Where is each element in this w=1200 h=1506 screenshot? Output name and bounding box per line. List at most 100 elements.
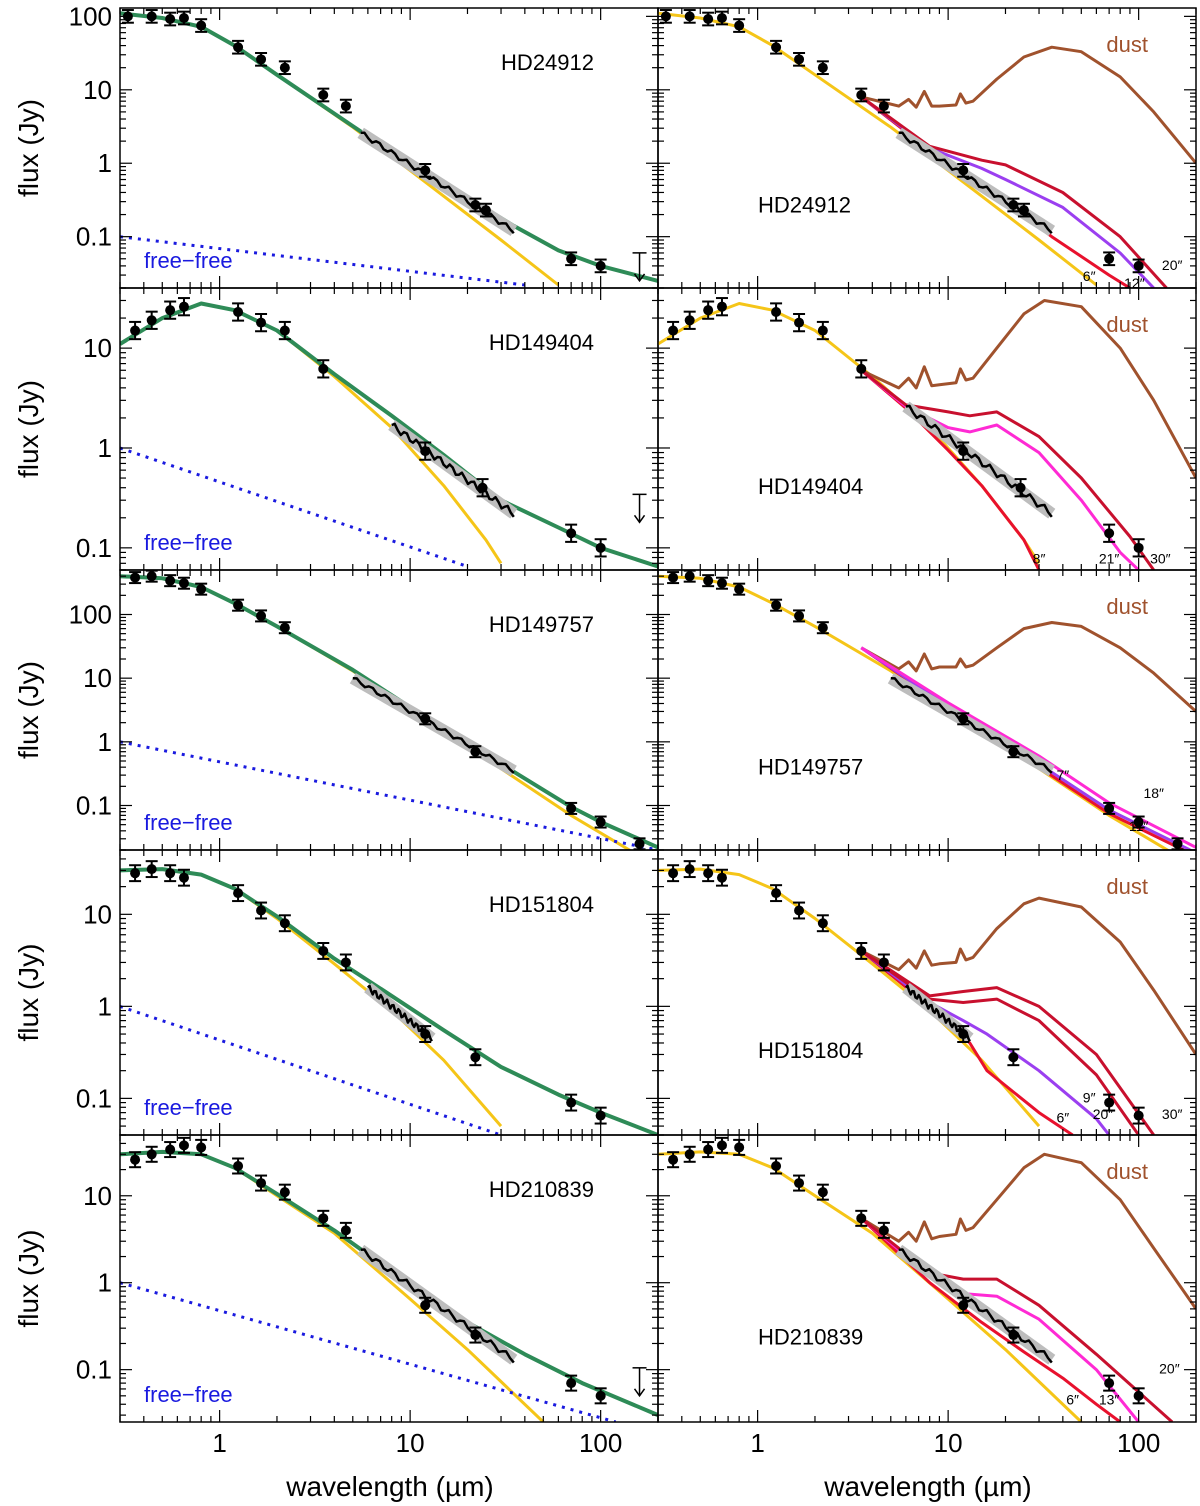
data-point <box>595 260 606 271</box>
data-point <box>958 1300 969 1311</box>
aperture-label: 6″ <box>1056 1109 1069 1125</box>
data-point <box>668 325 679 336</box>
aperture-label: 20″ <box>1159 1361 1180 1377</box>
dust-label: dust <box>1106 312 1148 337</box>
data-point <box>684 1149 695 1160</box>
data-point <box>130 1154 141 1165</box>
data-point <box>734 1142 745 1153</box>
panel-HD210839-right: 1 10 100 HD210839 dust 20″ 6″ 13″ <box>657 1134 1197 1458</box>
data-point <box>566 528 577 539</box>
y-tick-label: 1 <box>98 727 112 757</box>
data-point <box>734 20 745 31</box>
data-point <box>817 622 828 633</box>
data-point <box>1104 253 1115 264</box>
data-point <box>178 872 189 883</box>
data-point <box>716 578 727 589</box>
data-point <box>771 888 782 899</box>
aperture-model-line <box>860 949 1155 1135</box>
spectrum-line <box>898 1248 1053 1364</box>
y-axis-title: flux (Jy) <box>13 380 44 478</box>
plot-area <box>120 9 658 287</box>
data-point <box>420 1029 431 1040</box>
y-tick-label: 0.1 <box>76 533 112 563</box>
data-point <box>878 957 889 968</box>
data-point <box>340 1225 351 1236</box>
data-point <box>1018 205 1029 216</box>
free-free-line <box>120 1004 502 1135</box>
aperture-label: 6″ <box>1083 268 1096 284</box>
data-point <box>668 1154 679 1165</box>
photosphere-line <box>658 302 1041 565</box>
aperture-model-line <box>860 1217 1122 1422</box>
photosphere-line <box>658 1150 1083 1422</box>
photosphere-line <box>658 11 1098 287</box>
y-tick-label: 1 <box>98 991 112 1021</box>
data-point <box>196 20 207 31</box>
photosphere-line <box>658 574 1171 850</box>
spectrum-line <box>391 422 515 518</box>
data-point <box>130 325 141 336</box>
data-point <box>470 1330 481 1341</box>
data-point <box>595 1390 606 1401</box>
data-point <box>817 1187 828 1198</box>
data-point <box>340 957 351 968</box>
data-point <box>856 89 867 100</box>
data-point <box>279 622 290 633</box>
panel-HD151804-left: 10 1 0.1 flux (Jy) HD151804 free−free <box>13 849 659 1136</box>
free-free-line <box>120 740 658 850</box>
data-point <box>1008 746 1019 757</box>
data-point <box>233 42 244 53</box>
aperture-model-line <box>860 369 1155 570</box>
data-point <box>318 363 329 374</box>
star-name-label: HD24912 <box>501 50 594 75</box>
star-name-label: HD210839 <box>489 1177 594 1202</box>
photosphere-line <box>120 11 560 287</box>
panel-HD149404-left: 10 1 0.1 flux (Jy) HD149404 free−free <box>13 287 659 571</box>
upper-limit-arrow <box>633 273 646 283</box>
data-point <box>279 62 290 73</box>
panels-group: 100 10 1 0.1 flux (Jy) HD24912 free−free HD2491… <box>13 1 1197 1458</box>
data-point <box>856 945 867 956</box>
spectrum-line <box>905 404 1053 518</box>
data-point <box>165 14 176 25</box>
x-tick-label: 10 <box>396 1428 425 1458</box>
x-axis-title-left: wavelength (µm) <box>285 1471 494 1502</box>
dust-model-line <box>860 299 1196 479</box>
data-point <box>703 305 714 316</box>
total-model-line <box>120 301 658 569</box>
data-point <box>196 584 207 595</box>
data-point <box>566 1097 577 1108</box>
data-point <box>1015 482 1026 493</box>
aperture-model-line <box>860 369 1041 570</box>
spectrum-line <box>904 984 971 1042</box>
data-point <box>771 306 782 317</box>
data-point <box>165 575 176 586</box>
aperture-label: 12″ <box>1124 275 1145 291</box>
data-point <box>420 713 431 724</box>
data-point <box>233 888 244 899</box>
free-free-label: free−free <box>144 1095 233 1120</box>
data-point <box>794 317 805 328</box>
data-point <box>1104 1378 1115 1389</box>
spectrum-line <box>366 984 433 1042</box>
star-name-label: HD149404 <box>489 330 594 355</box>
star-name-label: HD149404 <box>758 474 863 499</box>
data-point <box>716 301 727 312</box>
data-point <box>1008 1052 1019 1063</box>
data-point <box>256 905 267 916</box>
aperture-label: 18″ <box>1143 785 1164 801</box>
data-point <box>420 1300 431 1311</box>
star-name-label: HD149757 <box>489 612 594 637</box>
data-point <box>1008 199 1019 210</box>
data-point <box>794 905 805 916</box>
x-tick-label: 10 <box>934 1428 963 1458</box>
data-point <box>420 165 431 176</box>
panel-HD151804-right: HD151804 dust 9″20″ 30″ 6″ <box>657 849 1197 1136</box>
y-axis-title: flux (Jy) <box>13 1230 44 1328</box>
data-point <box>794 1178 805 1189</box>
spectrum-line <box>360 1248 515 1364</box>
data-point <box>716 1140 727 1151</box>
data-point <box>856 1213 867 1224</box>
aperture-label: 30″ <box>1150 550 1171 566</box>
data-point <box>1133 1110 1144 1121</box>
